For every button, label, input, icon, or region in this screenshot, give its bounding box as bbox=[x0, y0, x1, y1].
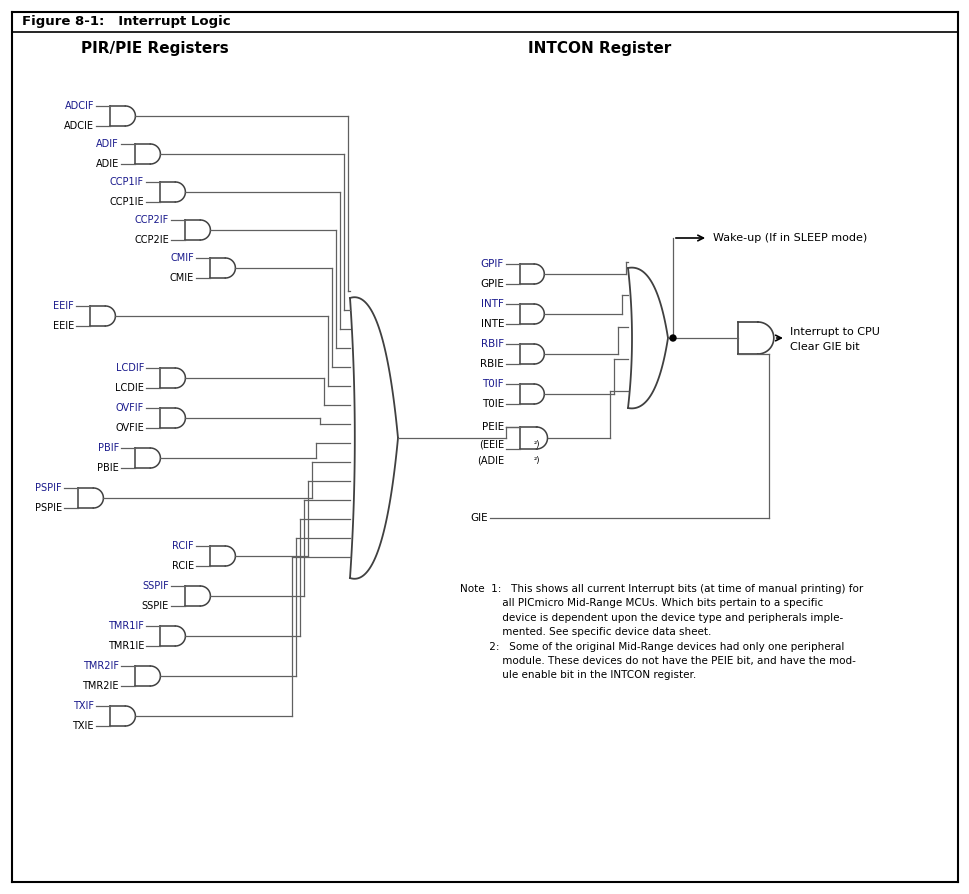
Text: T0IF: T0IF bbox=[482, 379, 504, 389]
Text: ²): ²) bbox=[534, 440, 540, 449]
Text: GIE: GIE bbox=[470, 513, 487, 523]
Text: ADCIE: ADCIE bbox=[64, 121, 94, 131]
Text: PIR/PIE Registers: PIR/PIE Registers bbox=[81, 41, 229, 56]
Text: TMR1IE: TMR1IE bbox=[108, 641, 143, 651]
Text: CCP2IE: CCP2IE bbox=[134, 235, 169, 245]
Text: T0IE: T0IE bbox=[482, 399, 504, 409]
Text: TMR1IF: TMR1IF bbox=[108, 621, 143, 631]
Text: Figure 8-1:   Interrupt Logic: Figure 8-1: Interrupt Logic bbox=[22, 15, 231, 29]
Text: PSPIF: PSPIF bbox=[35, 483, 62, 493]
Text: RBIE: RBIE bbox=[480, 359, 504, 369]
Text: SSPIE: SSPIE bbox=[141, 601, 169, 611]
Text: OVFIF: OVFIF bbox=[115, 403, 143, 413]
Text: Wake-up (If in SLEEP mode): Wake-up (If in SLEEP mode) bbox=[712, 233, 866, 243]
Text: CCP1IF: CCP1IF bbox=[109, 177, 143, 187]
Text: EEIE: EEIE bbox=[52, 321, 74, 331]
Text: LCDIF: LCDIF bbox=[115, 363, 143, 373]
Text: CCP2IF: CCP2IF bbox=[135, 215, 169, 225]
Text: OVFIE: OVFIE bbox=[115, 423, 143, 433]
Text: TXIF: TXIF bbox=[73, 701, 94, 711]
Text: INTE: INTE bbox=[480, 319, 504, 329]
Text: TMR2IF: TMR2IF bbox=[83, 661, 119, 671]
Text: ADIE: ADIE bbox=[96, 159, 119, 169]
Text: TXIE: TXIE bbox=[73, 721, 94, 731]
Text: CMIE: CMIE bbox=[170, 273, 194, 283]
Text: Note  1:   This shows all current Interrupt bits (at time of manual printing) fo: Note 1: This shows all current Interrupt… bbox=[459, 584, 862, 680]
Text: PEIE: PEIE bbox=[482, 422, 504, 432]
Text: PBIF: PBIF bbox=[98, 443, 119, 453]
Text: RCIF: RCIF bbox=[172, 541, 194, 551]
Text: ADIF: ADIF bbox=[96, 139, 119, 149]
Text: (ADIE: (ADIE bbox=[477, 456, 504, 466]
Text: ADCIF: ADCIF bbox=[64, 101, 94, 111]
Text: RCIE: RCIE bbox=[172, 561, 194, 571]
Text: GPIE: GPIE bbox=[480, 279, 504, 289]
Text: Interrupt to CPU: Interrupt to CPU bbox=[789, 327, 879, 337]
Text: PBIE: PBIE bbox=[97, 463, 119, 473]
Text: (EEIE: (EEIE bbox=[479, 440, 504, 450]
Text: CMIF: CMIF bbox=[171, 253, 194, 263]
Text: RBIF: RBIF bbox=[481, 339, 504, 349]
Text: Clear GIE bit: Clear GIE bit bbox=[789, 342, 859, 352]
Text: PSPIE: PSPIE bbox=[35, 503, 62, 513]
Text: INTF: INTF bbox=[481, 299, 504, 309]
Text: INTCON Register: INTCON Register bbox=[528, 41, 671, 56]
Text: ²): ²) bbox=[534, 456, 540, 465]
Text: LCDIE: LCDIE bbox=[115, 383, 143, 393]
Circle shape bbox=[670, 335, 675, 341]
Text: TMR2IE: TMR2IE bbox=[82, 681, 119, 691]
Text: SSPIF: SSPIF bbox=[142, 581, 169, 591]
Text: GPIF: GPIF bbox=[481, 259, 504, 269]
Text: CCP1IE: CCP1IE bbox=[109, 197, 143, 207]
Text: EEIF: EEIF bbox=[53, 301, 74, 311]
